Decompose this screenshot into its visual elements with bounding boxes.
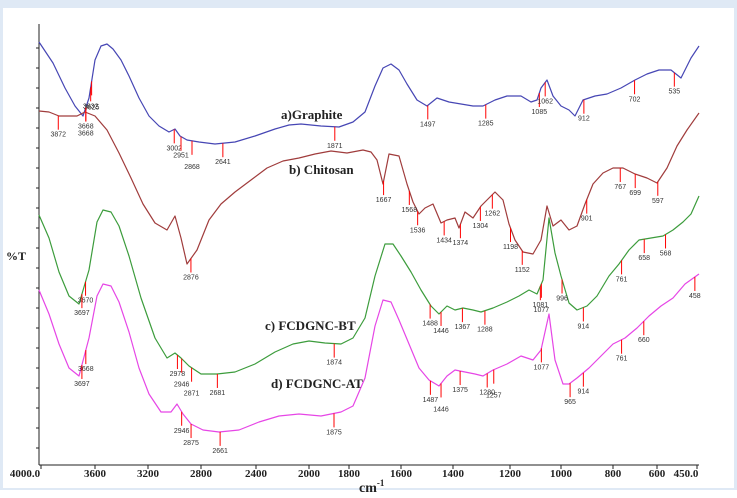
peak-label: 699 (629, 190, 641, 197)
series-line-fcdgnc_bt (38, 195, 700, 375)
peak-label: 901 (581, 216, 593, 223)
x-tick-label: 3200 (137, 468, 160, 480)
peak-label: 535 (668, 89, 680, 96)
peak-label: 1085 (532, 109, 548, 116)
peak-label: 2876 (183, 274, 199, 281)
peak-label: 1198 (503, 244, 518, 251)
peak-label: 3632 (83, 103, 99, 110)
series-line-graphite (38, 41, 700, 145)
x-axis-label: cm-1 (359, 478, 385, 496)
peak-label: 965 (564, 399, 576, 406)
peak-label: 568 (660, 250, 672, 257)
peak-label: 3002 (166, 145, 182, 152)
x-tick-label: 450.0 (674, 468, 699, 480)
x-axis-label-unit: cm (359, 481, 377, 496)
peak-label: 761 (616, 356, 628, 363)
peak-label: 3625 (84, 104, 100, 111)
peak-label: 2661 (212, 448, 228, 455)
peak-label: 914 (578, 389, 590, 396)
x-tick-label: 2800 (190, 468, 213, 480)
peak-label: 2868 (184, 164, 200, 171)
peak-label: 2875 (183, 440, 199, 447)
x-tick-label: 600 (649, 468, 666, 480)
peak-label: 1077 (534, 364, 550, 371)
peak-label: 2681 (210, 390, 226, 397)
x-ticks: 4000.0 3600 3200 2800 2400 2000 1800 1600 1400 12… (10, 465, 699, 480)
x-tick-label: 1000 (550, 468, 573, 480)
x-tick-label: 3600 (84, 468, 107, 480)
peak-label: 1374 (453, 240, 469, 247)
axes (36, 24, 699, 466)
x-tick-label: 4000.0 (10, 468, 41, 480)
peak-label: 1446 (433, 328, 449, 335)
peak-label: 914 (578, 323, 590, 330)
peak-label: 1257 (486, 393, 502, 400)
peak-label: 3670 (78, 298, 94, 305)
x-tick-label: 1400 (442, 468, 465, 480)
x-tick-label: 1200 (499, 468, 522, 480)
peak-label: 3872 (50, 132, 66, 139)
peak-label: 1434 (436, 237, 452, 244)
series-label-chitosan: b) Chitosan (289, 162, 354, 177)
peak-label: 1874 (326, 360, 342, 367)
peak-label: 1875 (326, 429, 342, 436)
peak-label: 3668 (78, 366, 94, 373)
peak-label: 3697 (74, 310, 90, 317)
peak-label: 1367 (455, 324, 471, 331)
peak-label: 1062 (537, 98, 553, 105)
x-tick-label: 2400 (245, 468, 268, 480)
peak-label: 2946 (174, 382, 190, 389)
peak-label: 996 (556, 296, 568, 303)
peak-label: 912 (578, 116, 590, 123)
peak-label: 458 (689, 293, 701, 300)
ftir-spectra-chart: 4000.0 3600 3200 2800 2400 2000 1800 1600 1400 12… (6, 24, 701, 496)
peak-label: 1497 (420, 121, 436, 128)
peak-label: 1077 (534, 307, 550, 314)
series-label-fcdgnc_bt: c) FCDGNC-BT (265, 318, 356, 333)
peak-label: 1152 (515, 267, 530, 274)
x-tick-label: 800 (605, 468, 622, 480)
peak-label: 597 (652, 198, 664, 205)
peak-label: 702 (629, 96, 641, 103)
x-axis-label-exponent: -1 (377, 478, 385, 488)
peak-label: 1487 (423, 397, 439, 404)
peak-label: 1871 (327, 143, 343, 150)
peak-label: 1280 (479, 389, 495, 396)
peak-label: 1304 (473, 223, 489, 230)
x-tick-label: 1800 (338, 468, 361, 480)
peak-label: 2641 (215, 159, 231, 166)
peak-label: 1081 (533, 302, 549, 309)
peak-label: 660 (638, 337, 650, 344)
peak-label: 1446 (433, 406, 449, 413)
peak-label: 2946 (174, 428, 190, 435)
peak-label: 3668 (78, 131, 94, 138)
peak-label: 1488 (422, 321, 438, 328)
peak-label: 2951 (173, 153, 189, 160)
peak-label: 1568 (402, 207, 418, 214)
peak-label: 761 (616, 276, 628, 283)
series-label-graphite: a)Graphite (281, 107, 343, 122)
peak-label: 3668 (78, 124, 94, 131)
peak-label: 1536 (410, 227, 426, 234)
series-label-fcdgnc_at: d) FCDGNC-AT (271, 376, 363, 391)
y-axis-label: %T (6, 249, 26, 263)
peak-label: 658 (638, 255, 650, 262)
peak-label: 1262 (485, 211, 501, 218)
series-line-fcdgnc_at (38, 273, 700, 433)
peak-label: 1375 (452, 387, 468, 394)
peak-label: 2978 (170, 371, 186, 378)
peak-label: 1667 (376, 197, 392, 204)
peak-label: 767 (614, 184, 626, 191)
peak-label: 1285 (478, 121, 494, 128)
peak-label: 2871 (184, 391, 200, 398)
peak-label: 3697 (74, 381, 90, 388)
x-tick-label: 2000 (298, 468, 321, 480)
series-labels: a)Graphite b) Chitosan c) FCDGNC-BT d) FCDG… (265, 107, 363, 391)
series-line-chitosan (38, 110, 700, 265)
x-tick-label: 1600 (390, 468, 413, 480)
peak-label: 1288 (477, 327, 493, 334)
series-curves (38, 41, 700, 433)
